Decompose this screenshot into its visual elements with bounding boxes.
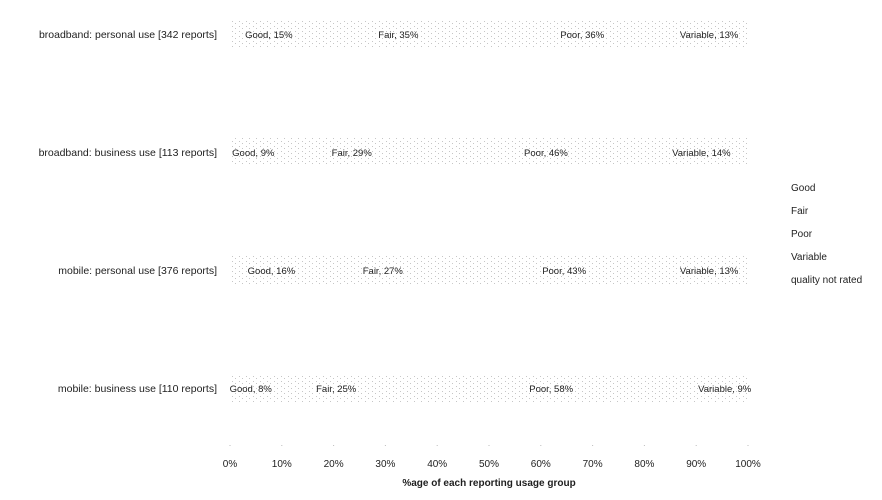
bar-segment-quality-not-rated[interactable] [742,20,748,48]
x-tick-mark [384,445,386,446]
x-axis-title: %age of each reporting usage group [402,478,575,489]
data-label: Good, 9% [232,148,275,159]
x-tick-mark [695,445,697,446]
bar-segment-fair[interactable] [307,20,489,48]
data-label: Fair, 35% [378,30,419,41]
x-tick-mark [592,445,594,446]
bar-segment-poor[interactable] [400,374,702,402]
legend-item-variable: Variable [791,252,827,263]
bar-segment-fair[interactable] [312,256,453,284]
bar-segment-quality-not-rated[interactable] [742,256,748,284]
x-tick-label: 80% [634,459,654,470]
x-tick-label: 90% [686,459,706,470]
category-label: mobile: personal use [376 reports] [58,265,217,277]
x-tick-label: 50% [479,459,499,470]
bar-segment-variable[interactable] [675,20,743,48]
bar-segment-variable[interactable] [701,374,748,402]
category-label: mobile: business use [110 reports] [58,383,217,395]
data-label: Poor, 46% [524,148,568,159]
bar-segment-variable[interactable] [675,256,743,284]
data-label: Fair, 29% [332,148,373,159]
data-label: Poor, 43% [542,266,586,277]
bar-segment-fair[interactable] [276,138,427,166]
legend-item-fair: Fair [791,206,809,217]
x-tick-label: 100% [735,459,761,470]
data-label: Good, 15% [245,30,293,41]
bar-segment-fair[interactable] [271,374,401,402]
legend-item-poor: Poor [791,229,813,240]
data-label: Variable, 14% [672,148,731,159]
x-tick-mark [281,445,283,446]
data-label: Poor, 58% [529,384,573,395]
bar-segment-variable[interactable] [665,138,738,166]
x-tick-mark [436,445,438,446]
data-label: Variable, 9% [698,384,752,395]
x-tick-mark [229,445,231,446]
x-tick-label: 60% [531,459,551,470]
data-label: Variable, 13% [680,30,739,41]
bar-segment-poor[interactable] [489,20,676,48]
legend-item-good: Good [791,183,815,194]
category-label: broadband: personal use [342 reports] [39,29,217,41]
x-tick-mark [540,445,542,446]
data-label: Good, 16% [248,266,296,277]
data-label: Good, 8% [230,384,273,395]
x-tick-mark [333,445,335,446]
bar-segment-good[interactable] [230,20,308,48]
bar-segment-good[interactable] [230,374,272,402]
data-label: Variable, 13% [680,266,739,277]
bar-segment-poor[interactable] [452,256,676,284]
category-label: broadband: business use [113 reports] [39,147,218,159]
x-tick-label: 10% [272,459,292,470]
x-tick-label: 70% [583,459,603,470]
x-tick-label: 30% [375,459,395,470]
data-label: Fair, 25% [316,384,357,395]
data-label: Poor, 36% [560,30,604,41]
x-tick-mark [747,445,749,446]
x-tick-label: 0% [223,459,238,470]
bar-segment-good[interactable] [230,138,277,166]
data-label: Fair, 27% [363,266,404,277]
x-tick-mark [488,445,490,446]
bar-segment-poor[interactable] [426,138,666,166]
bar-segment-quality-not-rated[interactable] [737,138,748,166]
x-tick-mark [643,445,645,446]
x-tick-label: 20% [324,459,344,470]
legend-item-quality-not-rated: quality not rated [791,275,862,286]
x-tick-label: 40% [427,459,447,470]
bar-segment-good[interactable] [230,256,313,284]
